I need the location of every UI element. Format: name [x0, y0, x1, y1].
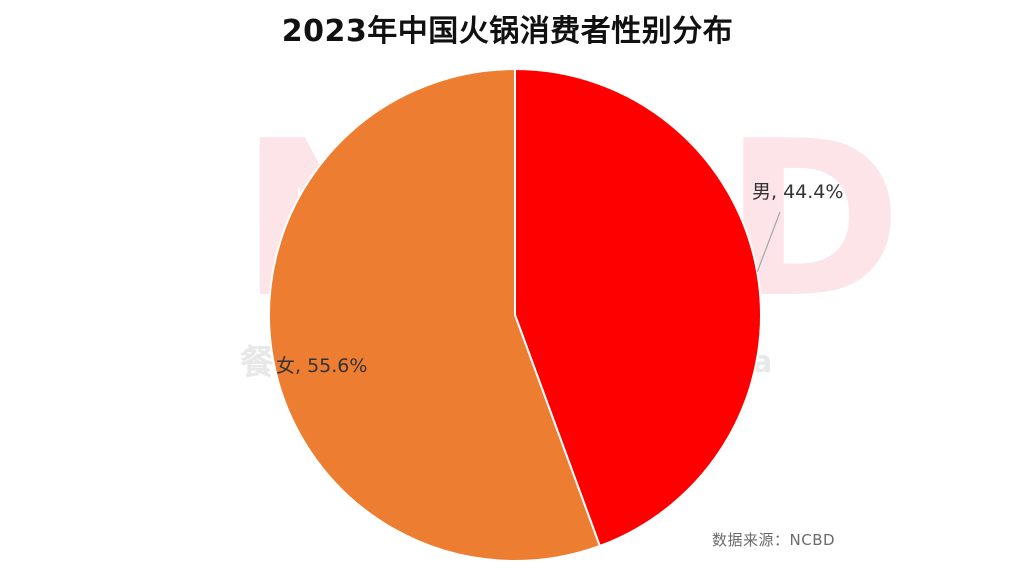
source-note: 数据来源：NCBD — [712, 531, 836, 549]
pie-slice-女 — [268, 67, 602, 562]
data-labels: 男, 44.4% 女, 55.6% — [276, 181, 843, 377]
data-label-女: 女, 55.6% — [276, 355, 367, 377]
chart-title: 2023年中国火锅消费者性别分布 — [281, 14, 734, 49]
watermark-text: 餐 — [240, 343, 274, 383]
pie-slice-男 — [514, 67, 762, 548]
leader-line-男 — [756, 211, 781, 273]
data-label-男: 男, 44.4% — [752, 181, 843, 203]
leader-lines — [756, 211, 781, 273]
pie-slices — [268, 67, 762, 562]
